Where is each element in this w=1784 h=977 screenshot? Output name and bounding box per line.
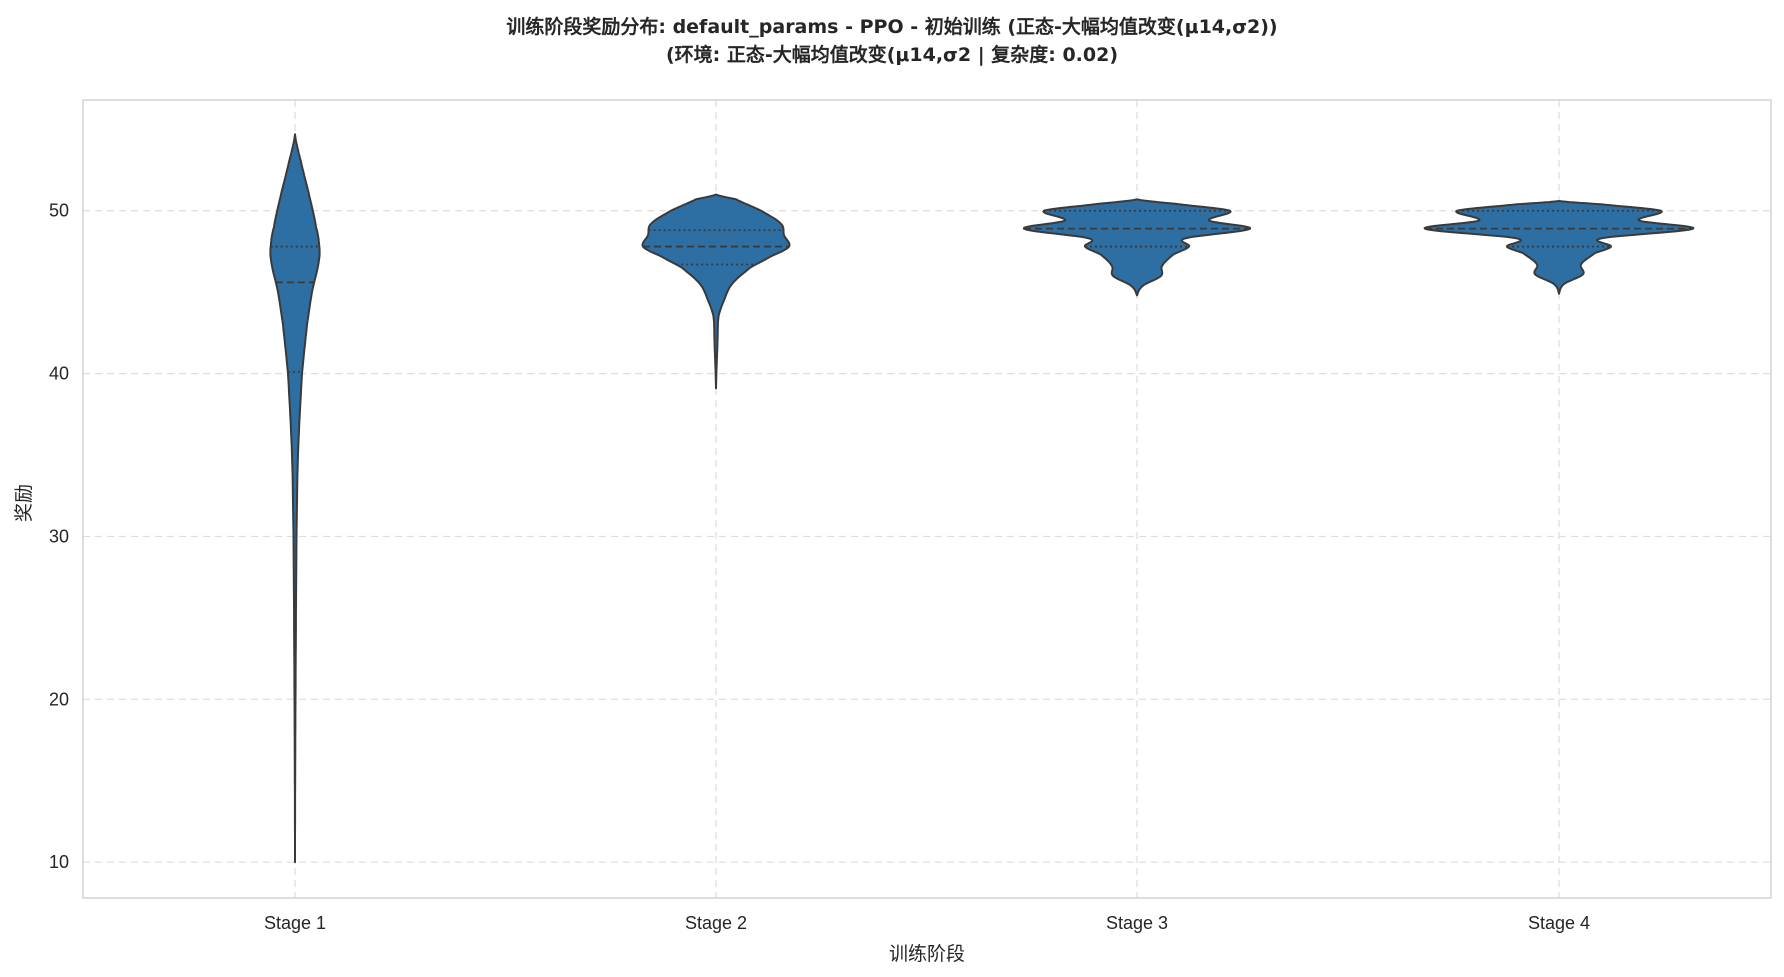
violin-body xyxy=(641,193,791,390)
violin-2 xyxy=(641,193,791,390)
violin-layer xyxy=(269,133,1695,864)
violin-4 xyxy=(1423,200,1695,295)
x-tick-label: Stage 1 xyxy=(264,913,326,933)
violin-3 xyxy=(1022,198,1252,297)
violin-1 xyxy=(269,133,321,864)
x-tick-label: Stage 2 xyxy=(685,913,747,933)
y-tick-labels: 10 20 30 40 50 xyxy=(49,201,69,872)
x-tick-labels: Stage 1 Stage 2 Stage 3 Stage 4 xyxy=(264,913,1590,933)
chart-title: 训练阶段奖励分布: default_params - PPO - 初始训练 (正… xyxy=(506,16,1278,38)
violin-body xyxy=(269,133,321,864)
plot-frame xyxy=(82,99,1772,899)
x-tick-label: Stage 3 xyxy=(1106,913,1168,933)
chart-subtitle: (环境: 正态-大幅均值改变(μ14,σ2 | 复杂度: 0.02) xyxy=(665,44,1119,66)
y-tick-label: 20 xyxy=(49,689,69,709)
y-tick-label: 30 xyxy=(49,526,69,546)
grid-layer xyxy=(83,100,1771,898)
y-tick-label: 50 xyxy=(49,201,69,221)
y-tick-label: 40 xyxy=(49,364,69,384)
y-axis-label: 奖励 xyxy=(13,484,35,522)
x-axis-label: 训练阶段 xyxy=(889,943,965,965)
x-tick-label: Stage 4 xyxy=(1528,913,1590,933)
y-tick-label: 10 xyxy=(49,852,69,872)
